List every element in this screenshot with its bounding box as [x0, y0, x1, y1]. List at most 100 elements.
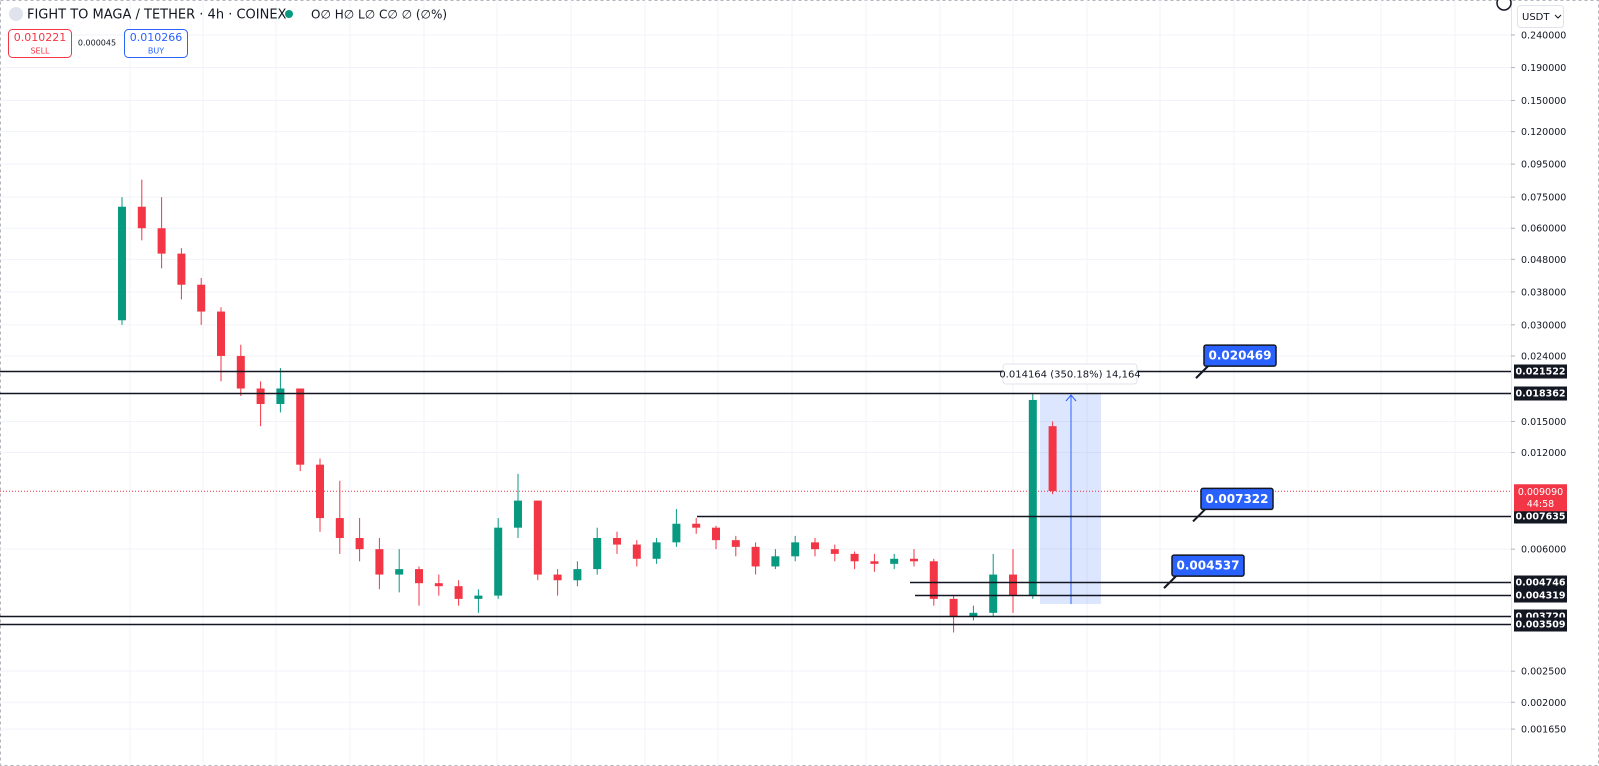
y-tick-label: 0.190000: [1521, 63, 1566, 74]
callout-label: 0.007322: [1205, 492, 1268, 506]
candle-body: [751, 546, 760, 567]
candle-body: [672, 523, 681, 543]
candle-body: [652, 542, 661, 559]
level-label: 0.018362: [1516, 389, 1566, 400]
candle-body: [197, 284, 206, 312]
candle-body: [177, 253, 186, 285]
y-tick-label: 0.015000: [1521, 417, 1566, 428]
candle-body: [118, 206, 126, 321]
callout-label: 0.004537: [1176, 559, 1239, 573]
settings-icon[interactable]: [1496, 0, 1512, 11]
candle-body: [355, 538, 364, 550]
candle-body: [256, 388, 265, 404]
y-tick-label: 0.038000: [1521, 287, 1566, 298]
current-price-label: 0.009090: [1518, 487, 1563, 498]
sell-price: 0.010221: [14, 31, 67, 44]
market-status: [285, 10, 293, 18]
y-tick-label: 0.006000: [1521, 545, 1566, 556]
buy-price: 0.010266: [130, 31, 183, 44]
candle-body: [296, 388, 305, 465]
candle-body: [890, 558, 899, 564]
candle-body: [157, 228, 166, 254]
y-tick-label: 0.024000: [1521, 351, 1566, 362]
level-label: 0.021522: [1516, 367, 1566, 378]
level-label: 0.007635: [1516, 512, 1566, 523]
level-label-box: [1514, 509, 1567, 524]
countdown: 44:58: [1527, 499, 1554, 510]
candle-body: [533, 500, 542, 575]
dropdown-caret: [1554, 14, 1562, 19]
candle-body: [276, 388, 285, 404]
y-tick-label: 0.060000: [1521, 224, 1566, 235]
candle-body: [910, 558, 918, 562]
symbol-icon: [9, 7, 23, 21]
plot: [0, 179, 1511, 633]
symbol-title: FIGHT TO MAGA / TETHER · 4h · COINEX: [27, 8, 287, 23]
callout-box: [1171, 554, 1245, 577]
measure-arrowhead: [1065, 394, 1077, 402]
y-tick-label: 0.002000: [1521, 698, 1566, 709]
price-axis: 0.240000 0.190000 0.150000 0.120000 0.095000…: [1511, 30, 1567, 736]
currency-select[interactable]: [1517, 5, 1564, 28]
candle-body: [969, 612, 978, 617]
sell-button[interactable]: [8, 29, 72, 58]
candle-body: [137, 206, 146, 229]
callout-label: 0.020469: [1208, 349, 1271, 363]
level-label-box: [1514, 588, 1567, 603]
candle-body: [712, 527, 720, 541]
candle-body: [553, 574, 562, 581]
candle-body: [811, 542, 819, 550]
candle-body: [731, 540, 740, 547]
candle-body: [949, 598, 958, 617]
y-tick-label: 0.012000: [1521, 448, 1566, 459]
candle-body: [514, 500, 522, 528]
overlay: 0.014164 (350.18%) 14,164 0.020469 0.0073…: [999, 344, 1277, 589]
level-label: 0.004319: [1516, 591, 1566, 602]
level-label-box: [1514, 386, 1567, 401]
callout-pointer: [1163, 575, 1177, 589]
callout-pointer: [1195, 365, 1209, 379]
y-tick-label: 0.240000: [1521, 30, 1566, 41]
candle-body: [771, 556, 780, 567]
y-tick-label: 0.030000: [1521, 320, 1566, 331]
candle-body: [850, 553, 859, 562]
candle-body: [830, 549, 839, 554]
level-label-box: [1514, 575, 1567, 590]
sell-label: SELL: [30, 47, 50, 56]
candle-body: [989, 574, 998, 613]
level-label-box: [1514, 617, 1567, 632]
buy-label: BUY: [148, 47, 164, 56]
candle-body: [593, 538, 602, 570]
candle-body: [494, 527, 503, 596]
level-label: 0.004746: [1516, 578, 1566, 589]
candle-body: [632, 544, 641, 559]
y-tick-label: 0.002500: [1521, 667, 1566, 678]
candle-body: [395, 569, 404, 575]
callout-box: [1200, 487, 1274, 511]
y-tick-label: 0.150000: [1521, 96, 1566, 107]
y-tick-label: 0.001650: [1521, 725, 1566, 736]
buy-button[interactable]: [124, 29, 188, 58]
level-label: 0.003720: [1516, 612, 1566, 623]
candle-body: [474, 595, 483, 599]
candle-body: [1009, 574, 1017, 596]
candle-body: [692, 523, 701, 528]
currency: USDT: [1522, 12, 1550, 23]
candle-body: [415, 569, 423, 584]
y-tick-label: 0.075000: [1521, 193, 1566, 204]
spread: 0.000045: [78, 39, 116, 48]
candle-body: [434, 583, 443, 587]
level-label: 0.003509: [1516, 620, 1566, 631]
candle-body: [573, 569, 582, 581]
candle-body: [1048, 426, 1057, 492]
grid: [0, 0, 1511, 766]
measure-label: 0.014164 (350.18%) 14,164: [999, 370, 1140, 381]
candle-body: [613, 538, 621, 545]
candle-body: [929, 561, 938, 599]
candle-body: [217, 311, 225, 356]
candle-body: [870, 561, 879, 564]
candle-body: [1028, 399, 1037, 596]
current-price-box: [1514, 484, 1567, 512]
